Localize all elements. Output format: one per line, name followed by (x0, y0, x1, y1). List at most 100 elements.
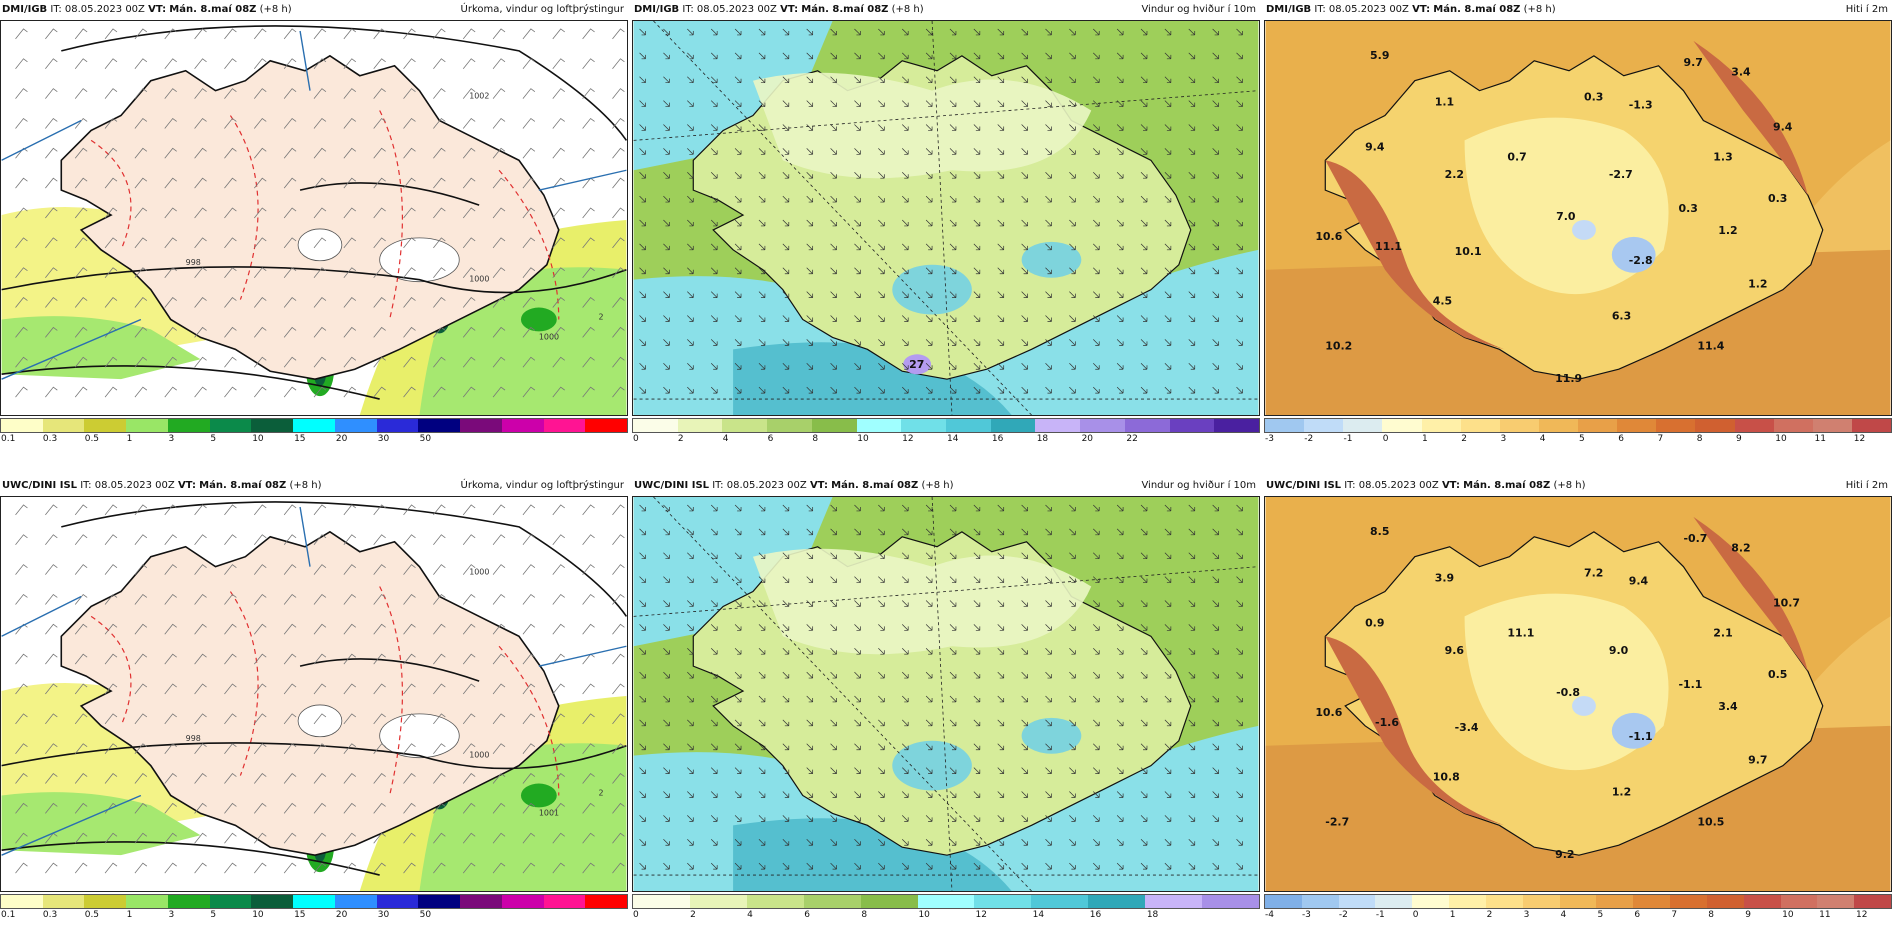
color-scale-swatch (543, 895, 586, 908)
color-scale-swatch (1265, 895, 1302, 908)
isobar-label: 1000 (469, 568, 489, 577)
map-canvas[interactable]: 27 (632, 20, 1260, 416)
valid-time: Mán. 8.maí 08Z (831, 480, 919, 491)
color-scale-tick: 0 (1412, 910, 1419, 920)
map-panel-precip: UWC/DINI ISL IT: 08.05.2023 00Z VT: Mán.… (0, 476, 628, 926)
temperature-label: 11.1 (1507, 626, 1534, 639)
temperature-label: -3.4 (1455, 721, 1479, 734)
color-scale-swatch (860, 895, 918, 908)
color-scale-swatch (1202, 895, 1259, 908)
color-scale-tick: 8 (1696, 434, 1703, 444)
temperature-label: 11.9 (1555, 372, 1582, 385)
color-scale-tick: 0 (1382, 434, 1389, 444)
map-panel-precip: DMI/IGB IT: 08.05.2023 00Z VT: Mán. 8.ma… (0, 0, 628, 450)
color-scale-swatch (1633, 895, 1671, 908)
color-scale-swatch (293, 419, 335, 432)
color-scale-tick: 12 (1856, 910, 1868, 920)
map-canvas[interactable]: 1002 1000 998 1000 2 (0, 20, 628, 416)
valid-time: Mán. 8.maí 08Z (1433, 4, 1521, 15)
color-scale-swatch (167, 419, 210, 432)
color-scale-swatch (1817, 895, 1855, 908)
valid-time-label: VT: (809, 480, 828, 491)
color-scale-tick: 22 (1126, 434, 1138, 444)
color-scale-tick: 4 (1539, 434, 1546, 444)
color-scale-tick: 18 (1146, 910, 1159, 920)
color-scale-swatch (1145, 895, 1203, 908)
map-canvas[interactable]: 5.9 1.1 9.4 2.2 0.7 0.3 -1.3 9.7 3.4 9.4 1.3 -2.7 0.… (1264, 20, 1892, 416)
temperature-label: -1.1 (1678, 678, 1702, 691)
temperature-label: 0.3 (1768, 192, 1787, 205)
color-scale-tick: 5 (210, 434, 217, 444)
color-scale-tick: -2 (1338, 910, 1348, 920)
color-scale-swatch (1, 895, 43, 908)
panel-header: DMI/IGB IT: 08.05.2023 00Z VT: Mán. 8.ma… (0, 0, 628, 20)
isobar-label: 2 (599, 312, 604, 321)
temperature-label: 2.2 (1445, 168, 1464, 181)
temperature-label: 9.6 (1445, 644, 1465, 657)
color-scale-swatch (293, 895, 335, 908)
color-scale-tick: -3 (1265, 434, 1274, 444)
map-canvas[interactable]: 8.5 3.9 0.9 9.6 11.1 7.2 9.4 -0.7 8.2 10.7 2.1 9.0 -… (1264, 496, 1892, 892)
temperature-label: 6.3 (1612, 309, 1631, 322)
map-canvas[interactable]: 1000 1001 998 1000 2 (0, 496, 628, 892)
color-scale-swatch (1485, 895, 1523, 908)
color-scale-tick: 2 (677, 434, 684, 444)
init-time: IT: 08.05.2023 00Z (1314, 4, 1409, 15)
color-scale-swatch (1656, 419, 1696, 432)
color-scale-tick: 16 (991, 434, 1004, 444)
color-scale-tick: 6 (767, 434, 774, 444)
color-scale-tick: 12 (975, 910, 987, 920)
color-scale-swatch (677, 419, 723, 432)
init-time: IT: 08.05.2023 00Z (50, 4, 145, 15)
isobar-label: 998 (186, 734, 201, 743)
color-scale-swatch (917, 895, 975, 908)
map-title: Úrkoma, vindur og loftþrýstingur (460, 4, 624, 15)
valid-time: Mán. 8.maí 08Z (1463, 480, 1551, 491)
lead-time: (+8 h) (1553, 480, 1586, 491)
color-scale-swatch (1265, 419, 1305, 432)
color-scale-tick: 3 (1500, 434, 1507, 444)
color-scale-tick: 0 (633, 910, 639, 920)
color-scale-tick: 2 (1461, 434, 1467, 444)
temperature-label: 8.2 (1731, 542, 1750, 555)
iceland-coastline (60, 530, 560, 856)
color-scale-swatch (376, 895, 419, 908)
model-name: DMI/IGB (634, 4, 680, 15)
valid-time: Mán. 8.maí 08Z (801, 4, 889, 15)
temperature-label: 1.3 (1713, 150, 1732, 163)
color-scale-tick: 10 (918, 910, 930, 920)
color-scale-tick: 10 (252, 434, 264, 444)
color-scale-swatch (1214, 419, 1260, 432)
isobar (299, 182, 480, 206)
color-scale-swatch (633, 895, 690, 908)
color-scale-tick: 10 (1782, 910, 1794, 920)
isobar-label: 2 (599, 788, 604, 797)
isobar-label: 1000 (469, 275, 489, 284)
isobar (1, 266, 627, 294)
color-scale-swatch (633, 419, 678, 432)
temperature-label: -2.8 (1629, 254, 1653, 267)
init-time: IT: 08.05.2023 00Z (682, 4, 777, 15)
map-canvas[interactable] (632, 496, 1260, 892)
color-scale-ticks: -4 -3 -2 -1 0 1 2 3 4 5 6 7 8 9 10 11 12 (1264, 910, 1892, 922)
map-panel-temp: UWC/DINI ISL IT: 08.05.2023 00Z VT: Mán.… (1264, 476, 1892, 926)
color-scale-tick: 20 (335, 910, 348, 920)
color-scale (0, 894, 628, 909)
valid-time-label: VT: (177, 480, 196, 491)
color-scale-tick: 5 (1597, 910, 1604, 920)
color-scale-swatch (1596, 895, 1634, 908)
color-scale-ticks: -3 -2 -1 0 1 2 3 4 5 6 7 8 9 10 11 12 (1264, 434, 1892, 446)
precip-band (1, 316, 201, 380)
model-name: DMI/IGB (1266, 4, 1312, 15)
color-scale-swatch (1412, 895, 1450, 908)
color-scale-tick: -3 (1301, 910, 1311, 920)
panel-header: UWC/DINI ISL IT: 08.05.2023 00Z VT: Mán.… (0, 476, 628, 496)
color-scale-swatch (1670, 895, 1707, 908)
color-scale-swatch (334, 419, 377, 432)
color-scale-swatch (84, 895, 127, 908)
color-scale-tick: 0.3 (42, 434, 58, 444)
color-scale-swatch (1578, 419, 1618, 432)
color-scale-swatch (1743, 895, 1781, 908)
color-scale-tick: 10 (1775, 434, 1787, 444)
color-scale-swatch (1499, 419, 1539, 432)
